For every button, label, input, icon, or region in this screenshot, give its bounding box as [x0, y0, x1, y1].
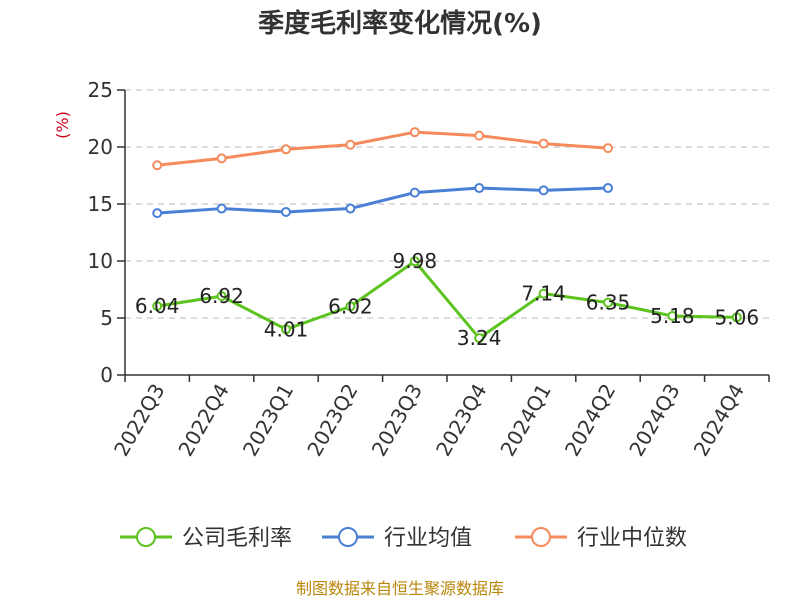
x-tick-label: 2022Q4 [173, 380, 233, 461]
legend-marker [531, 527, 551, 547]
grid-lines [125, 89, 769, 319]
y-tick-label: 15 [88, 192, 113, 216]
legend-marker [338, 527, 358, 547]
x-tick-label: 2024Q4 [689, 380, 749, 461]
y-tick-label: 5 [100, 306, 113, 330]
data-point [216, 291, 227, 302]
y-tick-label: 0 [100, 363, 113, 387]
legend-label: 行业中位数 [577, 526, 687, 551]
x-tick-label: 2024Q3 [624, 380, 684, 461]
data-point [538, 288, 549, 299]
data-label: 6.04 [135, 294, 180, 318]
data-point [603, 183, 613, 194]
data-label: 4.01 [264, 317, 309, 341]
source-note: 制图数据来自恒生聚源数据库 [296, 579, 504, 598]
data-point [345, 139, 356, 150]
data-point [409, 127, 420, 138]
data-point [731, 312, 742, 323]
y-axis-label: (%) [53, 111, 72, 139]
data-point [409, 256, 420, 267]
x-tick-label: 2024Q2 [560, 380, 620, 461]
data-point [538, 138, 549, 149]
x-tick-label: 2023Q4 [431, 380, 491, 461]
series-line [157, 130, 609, 167]
data-point [152, 160, 163, 171]
data-label: 6.35 [586, 291, 631, 315]
data-label: 6.92 [199, 284, 244, 308]
data-point [216, 153, 227, 164]
data-point [474, 183, 485, 194]
legend-label: 行业均值 [384, 526, 472, 551]
series-group [152, 127, 742, 344]
data-point [152, 301, 163, 312]
x-tick-label: 2023Q1 [238, 380, 298, 461]
data-label: 6.02 [328, 294, 373, 318]
x-tick-label: 2022Q3 [109, 380, 169, 461]
data-point [603, 297, 613, 308]
data-point [409, 187, 420, 198]
legend: 公司毛利率 行业均值 行业中位数 [120, 526, 687, 551]
chart-title: 季度毛利率变化情况(%) [258, 8, 542, 39]
data-point [281, 206, 291, 217]
data-point [281, 144, 291, 155]
data-point [345, 301, 356, 312]
x-tick-label: 2024Q1 [495, 380, 555, 461]
y-tick-label: 20 [88, 135, 113, 159]
legend-marker [136, 527, 156, 547]
x-tick-label: 2023Q2 [302, 380, 362, 461]
data-labels: 6.04 6.92 4.01 6.02 9.98 3.24 7.14 6.35 5.18 5.06 [135, 249, 759, 350]
data-label: 9.98 [393, 249, 438, 273]
data-point [474, 130, 485, 141]
data-point [474, 333, 485, 344]
y-tick-label: 10 [88, 249, 113, 273]
data-label: 5.06 [715, 305, 760, 329]
data-point [281, 324, 291, 335]
data-label: 5.18 [650, 304, 695, 328]
data-label: 7.14 [521, 282, 566, 306]
series-line [157, 186, 609, 215]
data-label: 3.24 [457, 326, 502, 350]
data-point [603, 143, 613, 154]
data-point [538, 185, 549, 196]
y-tick-label: 25 [88, 78, 113, 102]
data-point [152, 208, 163, 219]
x-tick-label: 2023Q3 [367, 380, 427, 461]
data-point [345, 203, 356, 214]
series-line [156, 259, 737, 340]
data-point [667, 310, 678, 321]
data-point [216, 203, 227, 214]
legend-label: 公司毛利率 [182, 526, 292, 551]
